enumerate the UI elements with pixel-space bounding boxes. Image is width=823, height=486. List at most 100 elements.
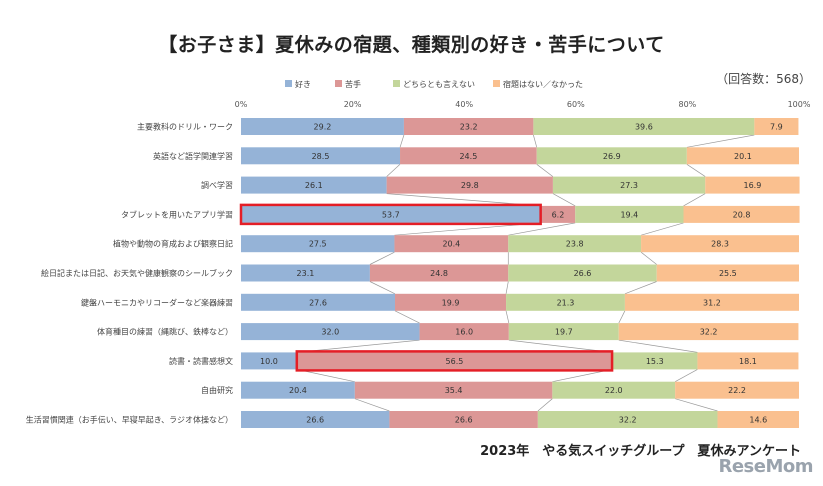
legend-label-0: 好き: [295, 79, 311, 89]
x-tick-label-1: 20%: [344, 100, 362, 109]
bar-segment-6-3: [624, 293, 799, 311]
data-label-10-1: 26.6: [455, 416, 473, 425]
connector-line: [354, 398, 390, 412]
data-label-4-0: 27.5: [309, 240, 327, 249]
connector-line: [537, 398, 553, 412]
bar-segment-8-2: [612, 352, 698, 370]
bar-segment-4-1: [394, 235, 509, 253]
connector-line: [508, 222, 576, 236]
data-label-6-2: 21.3: [557, 298, 575, 307]
category-label-10: 生活習慣関連（お手伝い、早寝早起き、ラジオ体操など）: [26, 415, 233, 425]
highlight-box-0: [239, 203, 542, 226]
connector-line: [618, 339, 698, 353]
bar-segment-1-3: [686, 147, 799, 165]
source-footer: 2023年 やる気スイッチグループ 夏休みアンケート: [480, 444, 801, 459]
connector-line: [369, 251, 395, 265]
bar-segment-0-3: [754, 118, 799, 135]
data-label-10-0: 26.6: [306, 416, 324, 425]
bar-segment-0-2: [533, 118, 755, 135]
bar-segment-6-0: [241, 293, 396, 311]
bar-segment-3-1: [540, 205, 576, 223]
data-label-7-0: 32.0: [321, 328, 339, 337]
bar-segment-5-1: [369, 264, 509, 282]
chart-title: 【お子さま】夏休みの宿題、種類別の好き・苦手について: [158, 34, 665, 56]
category-label-6: 鍵盤ハーモニカやリコーダーなど楽器練習: [81, 297, 233, 307]
connector-line: [394, 310, 420, 324]
data-label-3-3: 20.8: [733, 210, 751, 219]
connector-line: [624, 281, 657, 295]
data-label-0-0: 29.2: [314, 123, 332, 132]
bar-segment-0-1: [403, 118, 534, 135]
data-label-8-1: 56.5: [446, 357, 464, 366]
data-label-0-3: 7.9: [770, 123, 783, 132]
x-tick-label-4: 80%: [679, 100, 697, 109]
bar-segment-9-1: [354, 381, 553, 399]
data-label-2-1: 29.8: [461, 181, 479, 190]
data-label-1-0: 28.5: [312, 152, 330, 161]
data-label-7-2: 19.7: [555, 328, 573, 337]
connector-line: [399, 134, 405, 148]
y-axis-category-labels: 主要教科のドリル・ワーク英語など語学関連学習調べ学習タブレットを用いたアプリ学習…: [26, 122, 233, 425]
respondent-count: （回答数：568）: [716, 72, 811, 86]
data-label-6-1: 19.9: [442, 298, 460, 307]
data-label-2-2: 27.3: [620, 181, 638, 190]
bar-segment-5-3: [656, 264, 799, 282]
data-label-0-1: 23.2: [460, 123, 478, 132]
category-label-5: 絵日記または日記、お天気や健康観察のシールブック: [41, 268, 233, 278]
category-label-9: 自由研究: [201, 385, 233, 395]
connector-line: [536, 164, 554, 177]
bar-segment-10-0: [241, 411, 390, 428]
data-label-8-3: 18.1: [739, 357, 757, 366]
bar-segment-0-0: [241, 118, 404, 135]
bar-segment-8-3: [697, 352, 799, 370]
connector-line: [618, 310, 626, 324]
bar-segment-8-1: [296, 352, 613, 370]
connector-line: [505, 281, 509, 294]
connector-line: [640, 222, 684, 236]
data-label-9-0: 20.4: [289, 386, 307, 395]
connector-line: [683, 193, 706, 207]
bar-segment-9-2: [552, 381, 676, 399]
bar-segment-5-0: [241, 264, 370, 282]
highlight-boxes: [239, 203, 614, 372]
data-label-4-3: 28.3: [711, 240, 729, 249]
x-tick-label-5: 100%: [788, 100, 811, 109]
connector-line: [552, 193, 576, 207]
legend-swatch-3: [493, 80, 500, 87]
bar-segment-9-0: [241, 381, 355, 399]
data-label-5-3: 25.5: [719, 269, 737, 278]
legend-swatch-2: [393, 80, 400, 87]
connector-line: [533, 134, 538, 148]
connector-line: [675, 398, 718, 412]
data-label-5-0: 23.1: [297, 269, 315, 278]
legend-label-1: 苦手: [345, 79, 361, 89]
data-label-1-3: 20.1: [734, 152, 752, 161]
bar-segment-7-0: [241, 323, 420, 341]
bar-segment-8-0: [241, 352, 297, 370]
legend-label-3: 宿題はない／なかった: [503, 79, 583, 89]
connector-line: [640, 251, 657, 265]
data-label-8-2: 15.3: [646, 357, 664, 366]
category-label-0: 主要教科のドリル・ワーク: [137, 122, 233, 132]
bar-segment-2-2: [552, 176, 706, 194]
bar-segment-3-3: [683, 205, 800, 223]
bar-segment-2-3: [705, 176, 800, 194]
bar-segment-7-2: [508, 323, 619, 341]
data-label-7-1: 16.0: [455, 328, 473, 337]
bar-segment-5-2: [508, 264, 657, 282]
data-label-9-2: 22.0: [605, 386, 623, 395]
bar-segment-10-2: [537, 411, 718, 428]
bar-segment-9-3: [675, 381, 799, 399]
bar-segment-10-1: [389, 411, 538, 428]
bar-segment-6-1: [395, 293, 507, 311]
highlight-box-1: [295, 350, 614, 372]
bar-segment-4-2: [508, 235, 642, 253]
data-label-0-2: 39.6: [635, 123, 653, 132]
data-label-7-3: 32.2: [700, 328, 718, 337]
data-label-3-0: 53.7: [382, 210, 400, 219]
bar-segment-4-0: [241, 235, 395, 253]
category-label-7: 体育種目の練習（縄跳び、鉄棒など）: [97, 327, 233, 337]
bar-segment-3-0: [241, 205, 541, 223]
bars: 29.2 23.2 39.6 7.9 28.5 24.5 26.9 20.1 26.1 29.8 2…: [241, 118, 800, 428]
